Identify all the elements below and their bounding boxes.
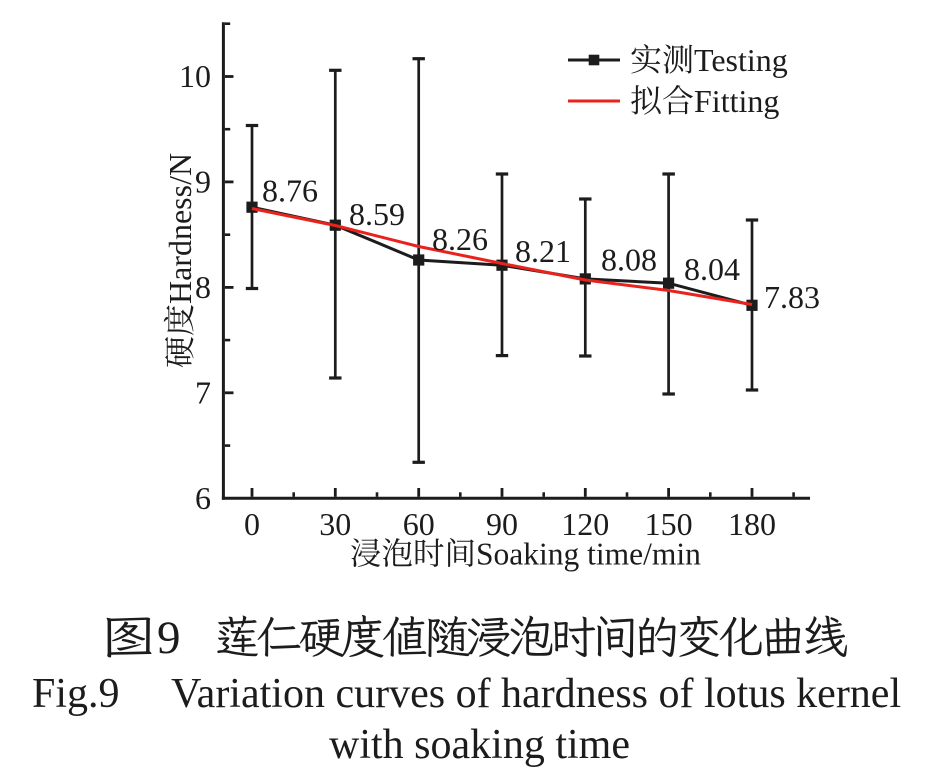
svg-text:Fig.9: Fig.9: [32, 671, 120, 717]
svg-text:8.26: 8.26: [432, 221, 488, 257]
svg-text:6: 6: [195, 480, 211, 516]
svg-text:8.21: 8.21: [515, 233, 571, 269]
svg-text:9: 9: [195, 164, 211, 200]
svg-text:8.04: 8.04: [684, 251, 740, 287]
svg-text:0: 0: [244, 506, 260, 542]
svg-text:7.83: 7.83: [764, 279, 820, 315]
svg-text:120: 120: [561, 506, 609, 542]
svg-text:8: 8: [195, 269, 211, 305]
svg-text:7: 7: [195, 374, 211, 410]
svg-text:9: 9: [157, 612, 181, 664]
svg-text:60: 60: [403, 506, 435, 542]
svg-text:10: 10: [179, 58, 211, 94]
svg-text:Soaking time/min: Soaking time/min: [476, 537, 701, 572]
svg-text:90: 90: [486, 506, 518, 542]
svg-text:150: 150: [645, 506, 693, 542]
svg-text:180: 180: [728, 506, 776, 542]
svg-text:8.08: 8.08: [601, 242, 657, 278]
svg-text:30: 30: [319, 506, 351, 542]
svg-text:Testing: Testing: [694, 42, 788, 78]
svg-text:Fitting: Fitting: [694, 83, 779, 119]
svg-text:8.59: 8.59: [349, 196, 405, 232]
svg-text:Hardness/N: Hardness/N: [162, 153, 198, 304]
svg-text:Variation curves of hardness o: Variation curves of hardness of lotus ke…: [171, 671, 901, 717]
svg-text:with soaking time: with soaking time: [329, 722, 630, 768]
svg-text:8.76: 8.76: [262, 173, 318, 209]
